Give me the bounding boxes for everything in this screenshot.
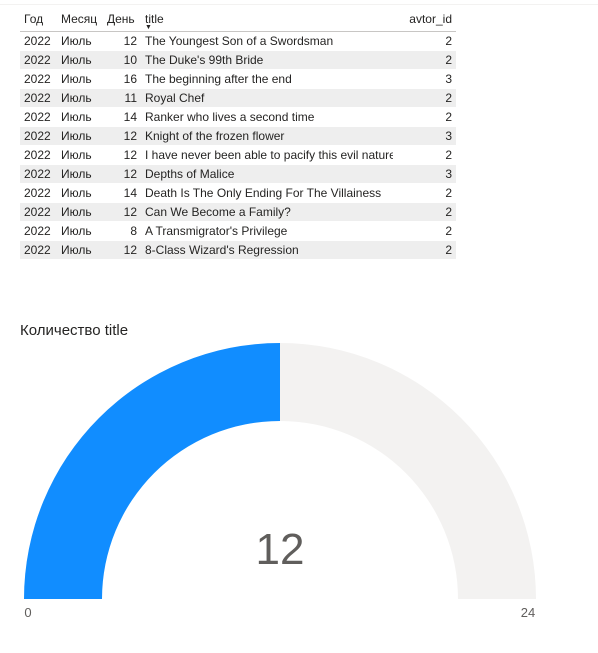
cell-month: Июль [57,164,103,184]
table-header-row: Год Месяц День title ▼ avtor_id [20,7,456,32]
cell-avtor-id: 3 [393,164,456,184]
cell-title: The Duke's 99th Bride [141,50,393,70]
cell-title: The Youngest Son of a Swordsman [141,31,393,51]
cell-day: 12 [103,126,141,146]
cell-day: 12 [103,202,141,222]
cell-title: The beginning after the end [141,69,393,89]
cell-avtor-id: 2 [393,31,456,51]
cell-avtor-id: 3 [393,126,456,146]
cell-year: 2022 [20,145,57,165]
gauge-fill [24,343,280,599]
cell-year: 2022 [20,164,57,184]
cell-day: 16 [103,69,141,89]
cell-avtor-id: 2 [393,50,456,70]
cell-title: Royal Chef [141,88,393,108]
cell-year: 2022 [20,240,57,260]
gauge-title: Количество title [20,322,129,339]
column-header-month[interactable]: Месяц [57,7,103,32]
column-header-title[interactable]: title ▼ [141,7,393,32]
cell-month: Июль [57,145,103,165]
cell-avtor-id: 2 [393,240,456,260]
cell-title: 8-Class Wizard's Regression [141,240,393,260]
cell-title: A Transmigrator's Privilege [141,221,393,241]
cell-avtor-id: 2 [393,221,456,241]
cell-year: 2022 [20,126,57,146]
cell-day: 12 [103,164,141,184]
cell-month: Июль [57,107,103,127]
cell-avtor-id: 2 [393,145,456,165]
cell-day: 8 [103,221,141,241]
cell-day: 12 [103,145,141,165]
cell-avtor-id: 2 [393,88,456,108]
table-row[interactable]: 2022 Июль 8 A Transmigrator's Privilege 2 [20,221,456,241]
cell-month: Июль [57,88,103,108]
cell-month: Июль [57,221,103,241]
cell-day: 14 [103,183,141,203]
table-row[interactable]: 2022 Июль 16 The beginning after the end 3 [20,69,456,89]
cell-day: 14 [103,107,141,127]
gauge-chart: 12 0 24 [24,343,536,620]
cell-avtor-id: 2 [393,107,456,127]
cell-month: Июль [57,50,103,70]
cell-year: 2022 [20,107,57,127]
cell-year: 2022 [20,69,57,89]
cell-month: Июль [57,69,103,89]
cell-day: 11 [103,88,141,108]
cell-title: Knight of the frozen flower [141,126,393,146]
column-header-day[interactable]: День [103,7,141,32]
table-row[interactable]: 2022 Июль 12 8-Class Wizard's Regression 2 [20,240,456,260]
gauge-max-label: 24 [521,605,535,620]
cell-avtor-id: 2 [393,183,456,203]
table-body: 2022 Июль 12 The Youngest Son of a Swordsma… [20,31,456,260]
gauge-value: 12 [256,525,305,574]
column-header-avtor-id[interactable]: avtor_id [393,7,456,32]
table-row[interactable]: 2022 Июль 11 Royal Chef 2 [20,88,456,108]
table-row[interactable]: 2022 Июль 10 The Duke's 99th Bride 2 [20,50,456,70]
table-row[interactable]: 2022 Июль 14 Ranker who lives a second time… [20,107,456,127]
cell-month: Июль [57,202,103,222]
table-row[interactable]: 2022 Июль 12 Depths of Malice 3 [20,164,456,184]
table-row[interactable]: 2022 Июль 12 I have never been able to paci… [20,145,456,165]
gauge-min-label: 0 [24,605,31,620]
data-table: Год Месяц День title ▼ avtor_id 2022 Июль 1… [20,7,456,260]
cell-month: Июль [57,126,103,146]
cell-day: 10 [103,50,141,70]
top-strip [0,0,598,5]
table-row[interactable]: 2022 Июль 14 Death Is The Only Ending For T… [20,183,456,203]
cell-title: Death Is The Only Ending For The Villain… [141,183,393,203]
cell-title: Ranker who lives a second time [141,107,393,127]
table-row[interactable]: 2022 Июль 12 Can We Become a Family? 2 [20,202,456,222]
cell-year: 2022 [20,202,57,222]
cell-day: 12 [103,240,141,260]
cell-year: 2022 [20,50,57,70]
table-visual[interactable]: Год Месяц День title ▼ avtor_id 2022 Июль 1… [20,7,456,260]
cell-year: 2022 [20,31,57,51]
cell-title: Depths of Malice [141,164,393,184]
cell-year: 2022 [20,221,57,241]
cell-avtor-id: 2 [393,202,456,222]
cell-year: 2022 [20,88,57,108]
table-row[interactable]: 2022 Июль 12 Knight of the frozen flower 3 [20,126,456,146]
cell-avtor-id: 3 [393,69,456,89]
cell-day: 12 [103,31,141,51]
column-header-year[interactable]: Год [20,7,57,32]
sort-descending-icon: ▼ [145,24,152,31]
table-row[interactable]: 2022 Июль 12 The Youngest Son of a Swordsma… [20,31,456,51]
cell-title: Can We Become a Family? [141,202,393,222]
cell-year: 2022 [20,183,57,203]
column-header-title-label: title [145,12,164,26]
cell-title: I have never been able to pacify this ev… [141,145,393,165]
cell-month: Июль [57,183,103,203]
cell-month: Июль [57,240,103,260]
cell-month: Июль [57,31,103,51]
